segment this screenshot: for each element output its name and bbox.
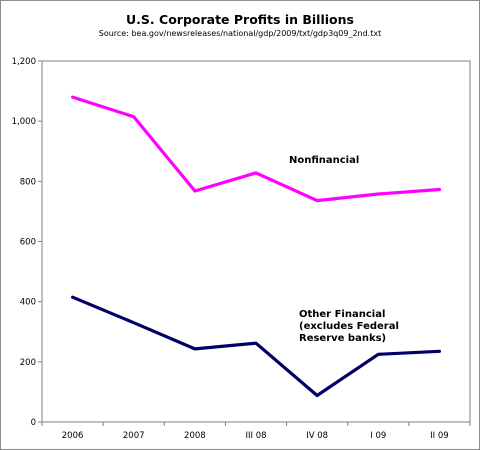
- series-label: Other Financial: [299, 309, 385, 320]
- series-line-other: [70, 295, 441, 398]
- y-tick-label: 200: [20, 358, 36, 368]
- series-labels: Nonfinancial Other Financial(excludes Fed…: [289, 155, 399, 344]
- series-lines: [70, 95, 441, 398]
- y-axis: 0 200 400 600 800 1,000 1,200: [12, 57, 42, 428]
- y-tick-label: 0: [31, 418, 36, 428]
- series-label: Nonfinancial: [289, 155, 359, 166]
- x-tick-label: 2008: [184, 431, 206, 441]
- x-axis: 2006 2007 2008 III 08 IV 08 I 09 II 09: [41, 422, 471, 441]
- x-tick-label: III 08: [245, 431, 266, 441]
- y-tick-label: 400: [20, 298, 36, 308]
- y-tick-label: 600: [20, 238, 36, 248]
- plot-area: [41, 60, 471, 423]
- x-tick-label: I 09: [370, 431, 386, 441]
- x-tick-label: II 09: [430, 431, 449, 441]
- y-tick-label: 1,200: [12, 57, 36, 67]
- chart-title: U.S. Corporate Profits in Billions: [126, 12, 354, 27]
- series-label: Reserve banks): [299, 333, 386, 344]
- x-tick-label: IV 08: [306, 431, 328, 441]
- x-tick-label: 2007: [123, 431, 145, 441]
- series-label: (excludes Federal: [299, 321, 399, 332]
- y-tick-label: 1,000: [12, 117, 36, 127]
- x-tick-label: 2006: [62, 431, 84, 441]
- chart-subtitle: Source: bea.gov/newsreleases/national/gd…: [98, 29, 382, 38]
- y-tick-label: 800: [20, 177, 36, 187]
- series-line-nonfinancial: [70, 95, 441, 203]
